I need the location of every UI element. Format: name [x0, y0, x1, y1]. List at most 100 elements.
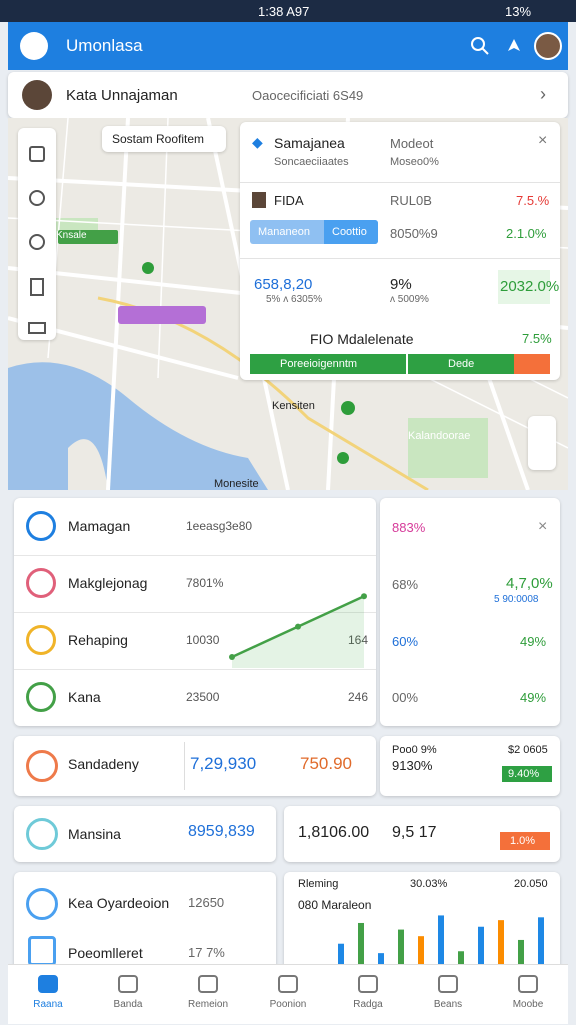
- tile[interactable]: 1,8106.00 9,5 17 1.0%: [284, 806, 560, 862]
- tile-text: 9.40%: [508, 768, 540, 780]
- button-label: Mananeon: [258, 226, 310, 238]
- logo: [20, 32, 48, 60]
- app-bar: Umonlasa: [8, 22, 568, 70]
- point: [229, 653, 235, 660]
- tile-value: 12650: [188, 895, 225, 910]
- row-extra: 164: [348, 633, 368, 647]
- point: [361, 593, 367, 600]
- close[interactable]: ×: [538, 518, 548, 535]
- row-icon: [26, 682, 56, 712]
- side-value: 68%: [392, 577, 419, 592]
- nav-item[interactable]: Moobe: [488, 965, 568, 1025]
- row-label: Makglejonag: [68, 575, 148, 591]
- row-label: Mamagan: [68, 518, 131, 534]
- list-panel: Mamagan 1eeasg3e80 Makglejonag 7801% Rehapin…: [14, 498, 376, 726]
- row-value: 23500: [186, 690, 220, 704]
- avatar[interactable]: [534, 32, 562, 60]
- divider: [184, 742, 185, 790]
- nav-item[interactable]: Remeion: [168, 965, 248, 1025]
- nav-icon: [278, 975, 298, 993]
- divider: [14, 669, 376, 670]
- bar-chart: [338, 915, 544, 972]
- nav-item[interactable]: Banda: [88, 965, 168, 1025]
- bottom-nav: Raana Banda Remeion Poonion Radga Beans Moobe: [8, 964, 568, 1024]
- tool-icon[interactable]: [29, 190, 45, 206]
- tile-label: Mansina: [68, 826, 121, 842]
- divider: [240, 182, 560, 183]
- row-value: 7801%: [186, 576, 224, 590]
- button-label: Coottio: [332, 226, 367, 238]
- footer-value: 7.5%: [522, 331, 552, 346]
- stat-note: 5% ᴧ 6305%: [266, 294, 323, 305]
- thumb: [252, 192, 266, 208]
- close[interactable]: ×: [538, 132, 548, 149]
- tile-value: 1,8106.00: [298, 824, 370, 841]
- profile-photo: [22, 80, 52, 110]
- map-label: Kensiten: [272, 400, 315, 412]
- tile-label: Kea Oyardeoion: [68, 895, 170, 911]
- button[interactable]: Mananeon Coottio: [250, 220, 378, 244]
- tile[interactable]: Sandadeny 7,29,930 750.90: [14, 736, 376, 796]
- tile-icon: [28, 936, 56, 966]
- time: 1:38 A97: [258, 4, 310, 19]
- side-value: 60%: [392, 634, 419, 649]
- nav-item[interactable]: Beans: [408, 965, 488, 1025]
- nav-label: Beans: [433, 999, 463, 1010]
- bar: [478, 926, 484, 972]
- tool-icon[interactable]: [28, 322, 46, 334]
- tile-label: Poeomlleret: [68, 945, 143, 961]
- row-value: RUL0B: [390, 193, 432, 208]
- tool-icon[interactable]: [30, 278, 44, 296]
- stat: 2032.0%: [500, 278, 560, 295]
- tile-text: 9130%: [392, 758, 433, 773]
- bar: [458, 951, 464, 972]
- tile[interactable]: Poo0 9% $2 0605 9130% 9.40%: [380, 736, 560, 796]
- tile-text: Poo0 9%: [392, 744, 437, 756]
- bar: [538, 917, 544, 972]
- map-toolbar: [18, 128, 56, 340]
- menu-icon[interactable]: [504, 36, 524, 56]
- side-header: 883%: [392, 520, 426, 535]
- divider: [14, 612, 376, 613]
- tile-text: $2 0605: [508, 744, 548, 756]
- map-search[interactable]: Sostam Roofitem: [102, 126, 226, 152]
- tile-value: 750.90: [300, 754, 352, 773]
- tool-icon[interactable]: [29, 234, 45, 250]
- row-value: 10030: [186, 633, 220, 647]
- card-subtitle: Soncaeciiaates: [274, 156, 349, 168]
- nav-item[interactable]: Radga: [328, 965, 408, 1025]
- tile[interactable]: Mansina 8959,839: [14, 806, 276, 862]
- nav-item[interactable]: Raana: [8, 965, 88, 1025]
- tool-icon[interactable]: [29, 146, 45, 162]
- progress-label: Poreeioigenntm: [280, 358, 358, 370]
- tile-text: 1.0%: [510, 835, 536, 847]
- side-panel: 883% × 68% 4,7,0% 5 90:0008 60% 49% 00% …: [380, 498, 560, 726]
- bar: [358, 922, 364, 972]
- bar-chart-card: Rleming 30.03% 20.050 080 Maraleon: [284, 872, 560, 972]
- side-change: 49%: [520, 690, 547, 705]
- chart-subtitle: 080 Maraleon: [298, 898, 372, 912]
- nav-icon: [118, 975, 138, 993]
- bar: [378, 953, 384, 972]
- bar: [438, 915, 444, 972]
- button-segment[interactable]: Coottio: [324, 220, 378, 244]
- zoom-control[interactable]: [528, 416, 556, 470]
- tile-value: 9,5 17: [392, 824, 437, 841]
- row-value: 1eeasg3e80: [186, 519, 253, 533]
- chevron: ›: [540, 84, 546, 104]
- chart-stat: 30.03%: [410, 878, 448, 890]
- nav-item[interactable]: Poonion: [248, 965, 328, 1025]
- status-bar: 1:38 A97 13%: [0, 0, 576, 22]
- search-icon[interactable]: [470, 36, 490, 56]
- stat: 9%: [390, 276, 412, 293]
- row-icon: [26, 511, 56, 541]
- row-change: 7.5.%: [516, 193, 550, 208]
- profile-row[interactable]: Kata Unnajaman Oaocecificiati 6S49 ›: [8, 72, 568, 118]
- stat-badge: 2032.0%: [498, 270, 559, 304]
- tile: Kea Oyardeoion 12650 Poeomlleret 17 7%: [14, 872, 276, 972]
- row-icon: [26, 568, 56, 598]
- line-chart: [229, 593, 367, 668]
- nav-label: Raana: [33, 999, 63, 1010]
- row-change: 2.1.0%: [506, 226, 547, 241]
